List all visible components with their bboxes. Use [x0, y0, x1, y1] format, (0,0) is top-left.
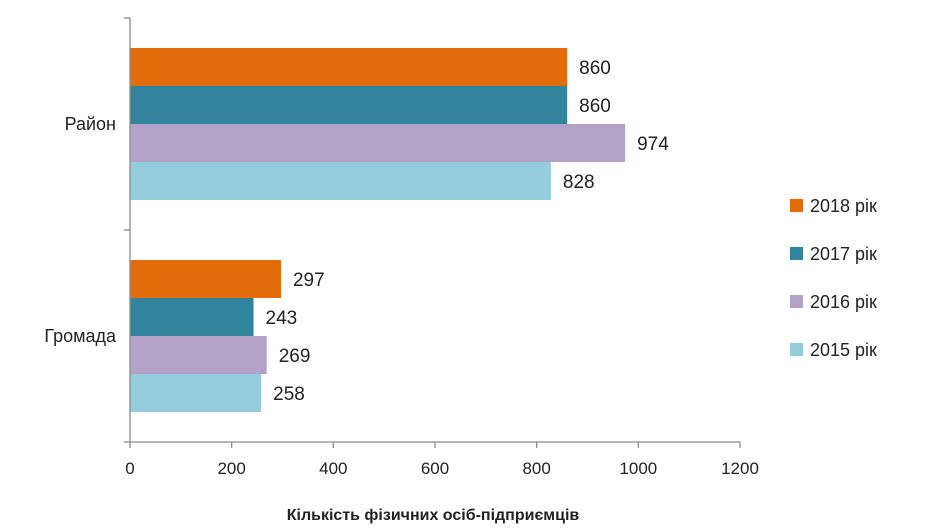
legend-label: 2016 рік: [810, 292, 877, 312]
data-label: 860: [579, 96, 611, 117]
bar: [130, 86, 568, 124]
x-tick-label: 600: [421, 459, 449, 478]
data-label: 828: [563, 172, 595, 193]
legend: 2018 рік 2017 рік 2016 рік 2015 рік: [790, 196, 877, 360]
bar: [130, 336, 267, 374]
x-axis-title: Кількість фізичних осіб-підприємців: [287, 507, 580, 524]
x-tick-label: 1200: [721, 459, 759, 478]
axis-ticks-layer: 0 200 400 600 800 1000 1200: [124, 17, 759, 478]
category-label: Громада: [44, 326, 117, 346]
bar: [130, 162, 551, 200]
legend-swatch: [790, 295, 803, 308]
x-tick-label: 0: [125, 459, 134, 478]
bar: [130, 260, 281, 298]
bar: [130, 374, 262, 412]
x-tick-label: 400: [319, 459, 347, 478]
data-label: 258: [273, 384, 305, 405]
legend-swatch: [790, 247, 803, 260]
legend-label: 2018 рік: [810, 196, 877, 216]
category-label: Район: [65, 114, 116, 134]
x-tick-label: 1000: [619, 459, 657, 478]
legend-label: 2015 рік: [810, 340, 877, 360]
data-label: 243: [266, 308, 298, 329]
data-label: 860: [579, 58, 611, 79]
bar: [130, 48, 568, 86]
category-labels-layer: Район Громада: [44, 114, 117, 346]
bar: [130, 124, 626, 162]
legend-swatch: [790, 343, 803, 356]
data-label: 269: [279, 346, 311, 367]
bar: [130, 298, 254, 336]
bars-layer: [130, 48, 626, 412]
data-labels-layer: 860 860 974 828 297 243 269 258: [266, 58, 670, 405]
data-label: 297: [293, 270, 325, 291]
data-label: 974: [637, 134, 669, 155]
legend-swatch: [790, 199, 803, 212]
x-tick-label: 800: [522, 459, 550, 478]
legend-label: 2017 рік: [810, 244, 877, 264]
x-tick-label: 200: [217, 459, 245, 478]
